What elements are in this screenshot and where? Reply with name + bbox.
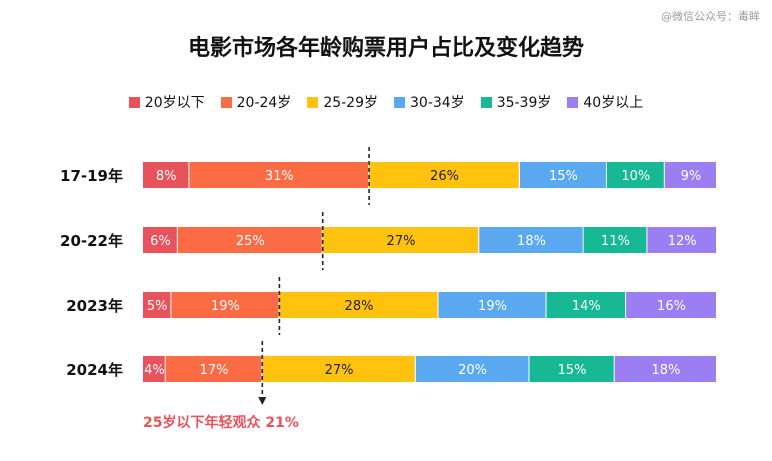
arrow-head (258, 397, 267, 405)
bar-segment (664, 162, 716, 188)
bar-segment (415, 356, 529, 382)
data-label: 31% (265, 169, 294, 184)
data-label: 18% (517, 234, 546, 249)
legend-item-0: 20岁以下 (128, 92, 205, 112)
data-label: 19% (478, 299, 507, 314)
annotation-text: 25岁以下年轻观众 21% (143, 415, 299, 431)
bar-segment (143, 227, 177, 253)
legend-label: 25-29岁 (323, 95, 378, 111)
watermark: @微信公众号：毒眸 (661, 10, 760, 23)
legend-label: 35-39岁 (496, 95, 552, 111)
bar-segment (143, 292, 171, 318)
data-label: 11% (601, 234, 630, 249)
bar-segment (165, 356, 262, 382)
data-label: 27% (387, 234, 416, 249)
legend-item-3: 30-34岁 (394, 92, 465, 112)
bar-segment (171, 292, 279, 318)
bar-segment (647, 227, 716, 253)
bar-segment (438, 292, 546, 318)
data-label: 26% (430, 169, 459, 184)
category-label: 17-19年 (60, 167, 123, 185)
data-label: 19% (211, 299, 240, 314)
bar-segment (529, 356, 614, 382)
bar-segment (189, 162, 369, 188)
chart-title: 电影市场各年龄购票用户占比及变化趋势 (187, 36, 584, 61)
data-label: 4% (144, 363, 165, 378)
bar-segment (322, 227, 479, 253)
data-label: 14% (572, 299, 601, 314)
bar-segment (614, 356, 716, 382)
legend-swatch (307, 96, 319, 108)
category-label: 2023年 (66, 297, 123, 315)
bar-segment (479, 227, 583, 253)
bar-segment (177, 227, 322, 253)
data-label: 9% (681, 169, 702, 184)
bar-segment (583, 227, 647, 253)
legend-item-4: 35-39岁 (480, 92, 552, 112)
legend-label: 20-24岁 (236, 95, 292, 111)
legend-swatch (567, 96, 579, 108)
data-label: 5% (147, 299, 168, 314)
data-label: 6% (150, 234, 171, 249)
bar-segment (143, 356, 165, 382)
data-label: 27% (325, 363, 354, 378)
data-label: 8% (156, 169, 177, 184)
data-label: 28% (345, 299, 374, 314)
legend-swatch (394, 96, 405, 108)
legend-swatch (220, 96, 232, 108)
data-label: 15% (549, 169, 578, 184)
bar-segment (519, 162, 606, 188)
data-label: 17% (200, 363, 229, 378)
data-label: 10% (621, 169, 650, 184)
data-label: 16% (657, 299, 686, 314)
legend-label: 40岁以上 (583, 95, 644, 111)
bar-segment (143, 162, 189, 188)
data-label: 18% (651, 363, 680, 378)
data-label: 20% (458, 363, 487, 378)
bar-segment (279, 292, 438, 318)
category-label: 2024年 (66, 361, 123, 379)
legend: 20岁以下 20-24岁 25-29岁 30-34岁 35-39岁 40岁以上 (0, 92, 772, 112)
bar-segment (262, 356, 415, 382)
data-label: 12% (668, 234, 697, 249)
legend-swatch (480, 96, 492, 108)
bar-segment (369, 162, 519, 188)
legend-swatch (128, 96, 140, 108)
legend-item-2: 25-29岁 (307, 92, 378, 112)
bar-segment (606, 162, 664, 188)
legend-label: 20岁以下 (144, 95, 205, 111)
bar-segment (626, 292, 716, 318)
legend-label: 30-34岁 (410, 95, 465, 111)
legend-item-1: 20-24岁 (220, 92, 292, 112)
category-label: 20-22年 (60, 232, 123, 250)
legend-item-5: 40岁以上 (567, 92, 643, 112)
data-label: 25% (236, 234, 265, 249)
bar-segment (546, 292, 626, 318)
data-label: 15% (558, 363, 587, 378)
